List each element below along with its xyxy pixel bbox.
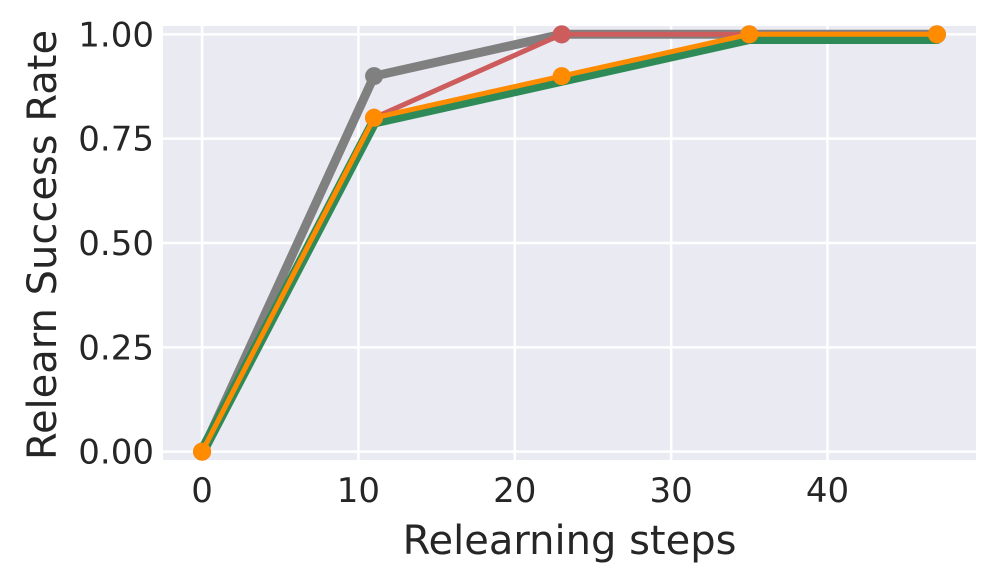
series-3	[193, 25, 946, 461]
x-axis-ticks: 0 10 20 30 40	[191, 471, 849, 511]
y-tick-label-0.50: 0.50	[78, 224, 154, 264]
y-axis-ticks: 0.00 0.25 0.50 0.75 1.00	[78, 15, 154, 472]
y-tick-label-0.75: 0.75	[78, 120, 154, 160]
series-3-point-3	[740, 25, 759, 44]
y-tick-label-0.25: 0.25	[78, 328, 154, 368]
x-tick-label-0: 0	[191, 471, 213, 511]
x-axis-title: Relearning steps	[403, 518, 737, 564]
y-tick-label-1.00: 1.00	[78, 15, 154, 55]
y-axis-title: Relearn Success Rate	[20, 30, 66, 460]
series-3-point-1	[365, 108, 384, 127]
series-layer	[193, 25, 946, 461]
x-tick-label-40: 40	[806, 471, 849, 511]
series-1-point-2	[552, 25, 571, 44]
series-3-point-0	[193, 442, 212, 461]
x-tick-label-30: 30	[649, 471, 692, 511]
series-3-point-4	[927, 25, 946, 44]
y-tick-label-0.00: 0.00	[78, 433, 154, 473]
series-3-point-2	[552, 67, 571, 86]
x-tick-label-10: 10	[337, 471, 380, 511]
x-tick-label-20: 20	[493, 471, 536, 511]
series-0-point-1	[365, 67, 384, 86]
